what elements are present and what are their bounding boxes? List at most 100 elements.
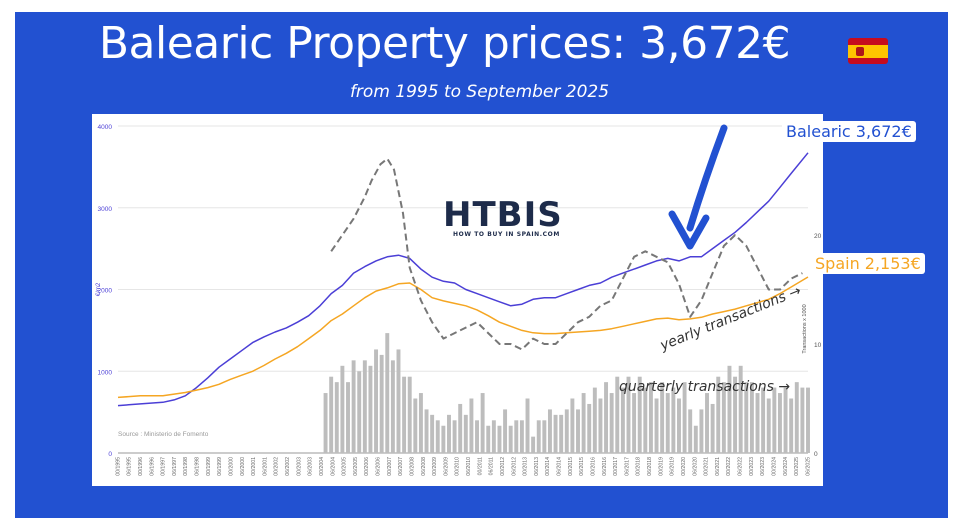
x-tick-label: 06/1999 [217, 457, 223, 476]
x-tick-label: 06/1995 [127, 457, 133, 476]
quarterly-transaction-bar [368, 365, 373, 453]
quarterly-transaction-bar [475, 420, 479, 453]
quarterly-transactions-annotation: quarterly transactions → [619, 379, 791, 395]
x-tick-label: 00/2013 [523, 457, 529, 476]
x-tick-label: 00/2004 [319, 457, 325, 476]
quarterly-transaction-bar [379, 354, 384, 453]
quarterly-transaction-bar [772, 387, 777, 453]
quarterly-transaction-bar [402, 376, 407, 453]
quarterly-transaction-bar [604, 382, 609, 453]
quarterly-transaction-bar [435, 420, 440, 453]
quarterly-transaction-bar [424, 409, 429, 453]
spain-price-callout: Spain 2,153€ [811, 253, 925, 274]
page-subtitle: from 1995 to September 2025 [349, 82, 610, 102]
x-tick-label: 00/1999 [206, 457, 212, 476]
quarterly-transaction-bar [637, 376, 642, 453]
x-tick-label: 00/2024 [771, 457, 777, 476]
y-right-tick-label: 10 [814, 342, 822, 349]
x-tick-label: 06/2006 [376, 457, 382, 476]
quarterly-transaction-bar [744, 382, 749, 453]
x-tick-label: 06/2021 [715, 457, 721, 476]
x-tick-label: 06/2013 [534, 457, 540, 476]
quarterly-transaction-bar [469, 398, 474, 453]
quarterly-transaction-bar [519, 420, 524, 453]
spain-flag-icon [848, 38, 888, 64]
x-tick-label: 06/1998 [195, 457, 201, 476]
quarterly-transaction-bar [609, 393, 614, 453]
x-tick-label: 00/2021 [704, 457, 710, 476]
quarterly-transaction-bar [413, 398, 418, 453]
quarterly-transaction-bar [497, 425, 502, 453]
x-tick-label: 06/2015 [579, 457, 585, 476]
x-tick-label: 00/2001 [251, 457, 257, 476]
quarterly-transaction-bar [334, 382, 339, 453]
y-tick-label: 2000 [98, 288, 113, 295]
quarterly-transaction-bar [570, 398, 575, 453]
x-tick-label: 06/2004 [330, 457, 336, 476]
balearic-line [117, 152, 809, 407]
x-tick-label: 00/2016 [590, 457, 596, 476]
quarterly-transaction-bar [615, 376, 620, 453]
quarterly-transaction-bar [755, 393, 760, 453]
yearly-transactions-line [330, 157, 803, 351]
quarterly-transaction-bar [660, 382, 665, 453]
quarterly-transaction-bar [710, 403, 715, 453]
quarterly-transaction-bar [508, 425, 513, 453]
x-tick-label: 06/2023 [760, 457, 766, 476]
x-tick-label: 00/2002 [274, 457, 280, 476]
y-tick-label: 0 [108, 451, 112, 458]
quarterly-transaction-bar [643, 387, 648, 453]
quarterly-transaction-bar [407, 376, 412, 453]
quarterly-transaction-bar [677, 398, 681, 453]
page-title: Balearic Property prices: 3,672€ [98, 18, 791, 69]
quarterly-transaction-bar [486, 425, 491, 453]
quarterly-transaction-bar [587, 403, 592, 453]
quarterly-transaction-bar [783, 387, 788, 453]
x-tick-label: 06/2010 [466, 457, 472, 476]
x-tick-label: 06/2005 [353, 457, 359, 476]
x-tick-label: 00/2008 [409, 457, 415, 476]
x-tick-label: 00/1998 [183, 457, 189, 476]
htbis-logo: HTBIS HOW TO BUY IN SPAIN.COM [443, 195, 563, 238]
quarterly-transaction-bar [626, 376, 631, 453]
x-tick-label: 00/2012 [500, 457, 506, 476]
quarterly-transaction-bar [329, 376, 334, 453]
x-tick-label: 00/2010 [455, 457, 461, 476]
quarterly-transaction-bar [576, 409, 580, 453]
x-tick-label: 00/1995 [115, 457, 121, 476]
quarterly-transaction-bar [491, 420, 496, 453]
x-tick-label: 00/2003 [296, 457, 302, 476]
x-tick-label: 06/2007 [398, 457, 404, 476]
quarterly-transaction-bar [340, 365, 345, 453]
x-tick-label: 06/2016 [602, 457, 608, 476]
x-tick-label: 06/2017 [624, 457, 630, 476]
quarterly-transaction-bar [357, 371, 362, 453]
quarterly-transaction-bar [794, 382, 799, 453]
quarterly-transaction-bar [559, 414, 564, 453]
x-tick-label: 00/2006 [364, 457, 370, 476]
x-tick-label: 00/2009 [432, 457, 438, 476]
quarterly-transaction-bar [648, 382, 653, 453]
quarterly-transaction-bar [777, 393, 782, 453]
x-tick-label: 00/2011 [477, 457, 483, 475]
y-tick-label: 4000 [98, 124, 113, 131]
quarterly-transaction-bar [323, 393, 328, 453]
quarterly-transaction-bar [733, 376, 738, 453]
quarterly-transaction-bar [463, 414, 468, 453]
x-tick-label: 06/2012 [511, 457, 517, 476]
x-tick-label: 06/1996 [149, 457, 155, 476]
x-tick-label: 06/2020 [692, 457, 698, 476]
x-tick-label: 06/2024 [783, 457, 789, 476]
x-tick-label: 06/2009 [443, 457, 449, 476]
quarterly-transaction-bar [688, 409, 693, 453]
x-tick-label: 06/2000 [240, 457, 246, 476]
quarterly-transaction-bar [749, 382, 754, 453]
quarterly-transaction-bar [542, 420, 547, 453]
quarterly-transaction-bar [480, 393, 485, 453]
x-tick-label: 00/2015 [568, 457, 574, 476]
quarterly-transaction-bar [800, 387, 805, 453]
y-right-tick-label: 20 [814, 233, 822, 240]
quarterly-transaction-bar [789, 398, 794, 453]
x-tick-label: 06/2022 [738, 457, 744, 476]
x-tick-label: 00/2022 [726, 457, 732, 476]
